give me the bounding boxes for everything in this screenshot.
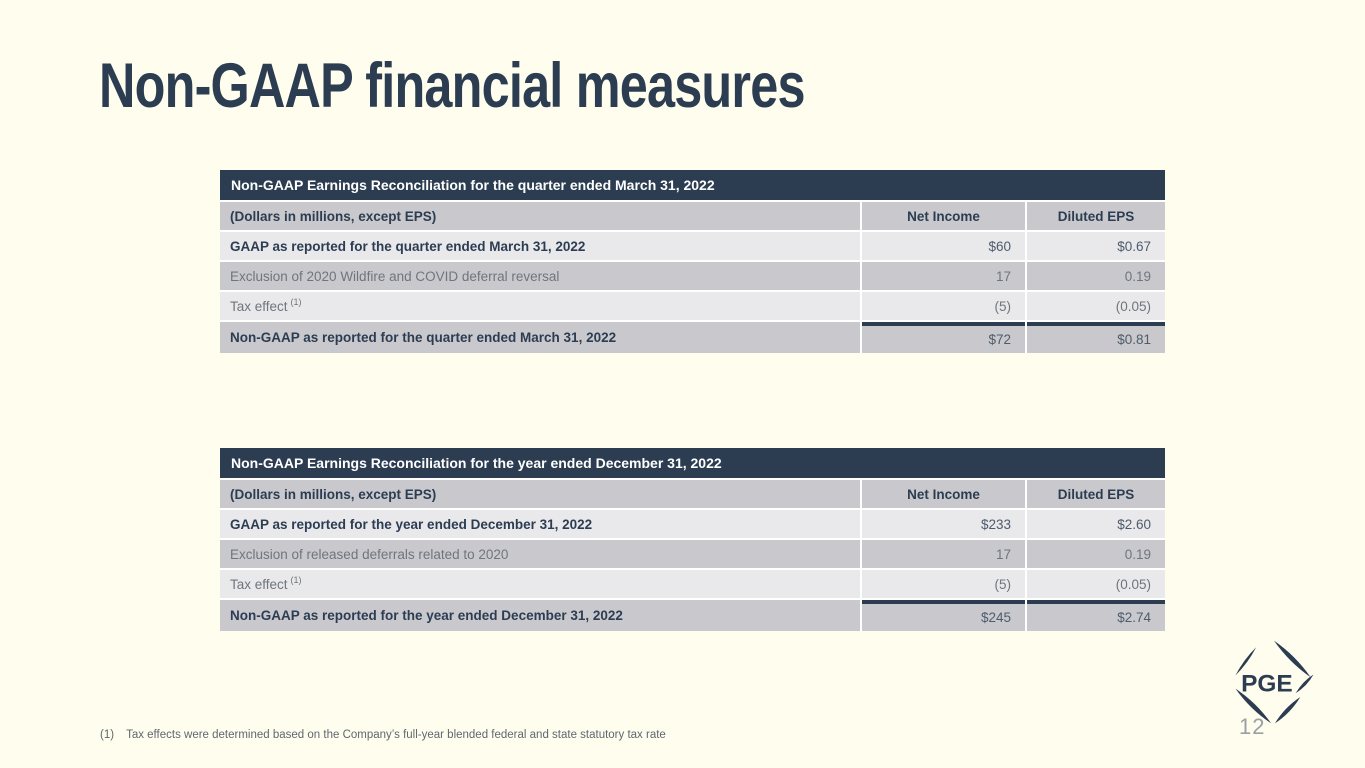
logo-stroke-right-corner xyxy=(1295,674,1314,694)
page-title: Non-GAAP financial measures xyxy=(99,51,805,121)
cell-net-income: $60 xyxy=(862,232,1025,260)
logo-stroke-bottom-right xyxy=(1274,697,1301,724)
cell-diluted-eps: $2.60 xyxy=(1027,510,1165,538)
column-header-net-income: Net Income xyxy=(862,480,1025,508)
year-reconciliation-table: Non-GAAP Earnings Reconciliation for the… xyxy=(220,448,1165,631)
logo-stroke-top-right xyxy=(1274,640,1311,678)
row-label-non-gaap-total: Non-GAAP as reported for the quarter end… xyxy=(220,322,860,353)
logo-stroke-top-left xyxy=(1235,647,1257,676)
footnote-reference: (1) xyxy=(290,575,302,585)
pge-logo: PGE xyxy=(1235,640,1314,724)
cell-diluted-eps: $0.67 xyxy=(1027,232,1165,260)
row-label-non-gaap-total: Non-GAAP as reported for the year ended … xyxy=(220,600,860,631)
column-header-diluted-eps: Diluted EPS xyxy=(1027,202,1165,230)
cell-net-income: $233 xyxy=(862,510,1025,538)
column-header-net-income: Net Income xyxy=(862,202,1025,230)
tax-effect-text: Tax effect xyxy=(230,298,288,314)
row-label-tax-effect: Tax effect (1) xyxy=(220,292,860,320)
footnote-text: Tax effects were determined based on the… xyxy=(126,729,666,741)
cell-net-income: (5) xyxy=(862,570,1025,598)
table-title: Non-GAAP Earnings Reconciliation for the… xyxy=(220,448,1165,478)
row-label-gaap: GAAP as reported for the quarter ended M… xyxy=(220,232,860,260)
cell-net-income-total: $72 xyxy=(862,322,1025,353)
footnote-marker: (1) xyxy=(100,729,115,741)
tax-effect-text: Tax effect xyxy=(230,576,288,592)
footnote-reference: (1) xyxy=(290,297,302,307)
row-label-exclusion: Exclusion of 2020 Wildfire and COVID def… xyxy=(220,262,860,290)
cell-diluted-eps: (0.05) xyxy=(1027,570,1165,598)
cell-net-income: 17 xyxy=(862,540,1025,568)
cell-net-income: (5) xyxy=(862,292,1025,320)
cell-diluted-eps-total: $2.74 xyxy=(1027,600,1165,631)
row-label-gaap: GAAP as reported for the year ended Dece… xyxy=(220,510,860,538)
quarter-reconciliation-table: Non-GAAP Earnings Reconciliation for the… xyxy=(220,170,1165,353)
row-label-exclusion: Exclusion of released deferrals related … xyxy=(220,540,860,568)
page-number: 12 xyxy=(1239,714,1266,739)
logo-text: PGE xyxy=(1241,670,1293,697)
column-header-diluted-eps: Diluted EPS xyxy=(1027,480,1165,508)
column-header-dollars: (Dollars in millions, except EPS) xyxy=(220,480,860,508)
cell-net-income-total: $245 xyxy=(862,600,1025,631)
cell-diluted-eps-total: $0.81 xyxy=(1027,322,1165,353)
cell-diluted-eps: (0.05) xyxy=(1027,292,1165,320)
row-label-tax-effect: Tax effect (1) xyxy=(220,570,860,598)
table-title: Non-GAAP Earnings Reconciliation for the… xyxy=(220,170,1165,200)
logo-stroke-bottom-left xyxy=(1235,688,1272,724)
footnote: (1) Tax effects were determined based on… xyxy=(100,729,666,741)
cell-diluted-eps: 0.19 xyxy=(1027,262,1165,290)
cell-net-income: 17 xyxy=(862,262,1025,290)
column-header-dollars: (Dollars in millions, except EPS) xyxy=(220,202,860,230)
cell-diluted-eps: 0.19 xyxy=(1027,540,1165,568)
